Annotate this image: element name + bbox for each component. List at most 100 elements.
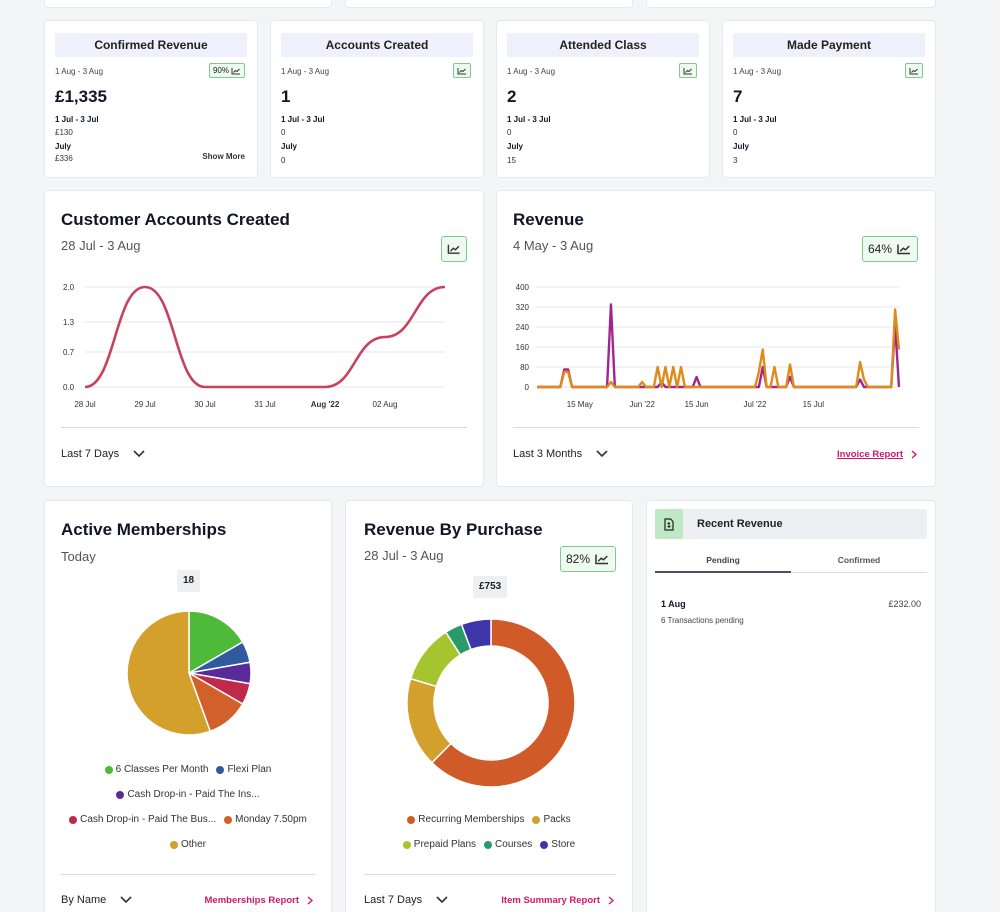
card-title: Active Memberships xyxy=(61,520,227,539)
legend-item: Cash Drop-in - Paid The Ins... xyxy=(116,789,260,800)
y-tick-label: 2.0 xyxy=(63,283,75,292)
divider xyxy=(364,874,616,875)
cut-off-card xyxy=(345,0,633,8)
recent-revenue-title: Recent Revenue xyxy=(697,518,783,530)
range-select[interactable]: Last 7 Days xyxy=(61,448,145,460)
stat-title: Accounts Created xyxy=(281,33,473,57)
y-tick-label: 1.3 xyxy=(63,318,75,327)
x-tick-label: 30 Jul xyxy=(194,400,216,409)
legend-row: Cash Drop-in - Paid The Ins... xyxy=(45,789,331,800)
purchase-slice xyxy=(406,677,452,764)
legend-item: 6 Classes Per Month xyxy=(104,764,209,775)
card-title: Revenue By Purchase xyxy=(364,520,543,539)
legend-row: Cash Drop-in - Paid The Bus... Monday 7.… xyxy=(45,814,331,825)
membership-slice xyxy=(188,610,244,675)
tab-pending[interactable]: Pending xyxy=(655,549,791,573)
trend-badge xyxy=(679,63,697,78)
y-tick-label: 0.0 xyxy=(63,383,75,392)
transaction-amount: £232.00 xyxy=(888,599,921,609)
legend-label: Cash Drop-in - Paid The Ins... xyxy=(127,789,260,800)
recent-revenue-header: Recent Revenue xyxy=(655,509,927,539)
stat-month-label: July xyxy=(281,142,298,151)
stat-month-label: July xyxy=(507,142,524,151)
divider xyxy=(61,427,467,428)
stat-title: Attended Class xyxy=(507,33,699,57)
trend-up-icon xyxy=(231,67,240,74)
stat-range: 1 Aug - 3 Aug xyxy=(507,67,556,76)
legend-row: Recurring Memberships Packs xyxy=(346,814,632,825)
stat-month-label: July xyxy=(733,142,750,151)
trend-up-icon xyxy=(457,67,466,74)
stat-value: £1,335 xyxy=(55,87,107,106)
membership-slice xyxy=(126,610,212,736)
purchase-slice xyxy=(430,618,576,788)
legend-label: Prepaid Plans xyxy=(413,839,477,850)
trend-badge xyxy=(453,63,471,78)
y-tick-label: 0 xyxy=(525,383,530,392)
chevron-down-icon xyxy=(133,450,145,458)
stat-month-label: July xyxy=(55,142,72,151)
x-tick-label: 15 Jun xyxy=(685,400,709,409)
trend-up-icon xyxy=(909,67,918,74)
recent-revenue-tabs: Pending Confirmed xyxy=(655,549,927,573)
range-select[interactable]: Last 7 Days xyxy=(364,894,448,906)
divider xyxy=(513,427,919,428)
x-tick-label: 31 Jul xyxy=(254,400,276,409)
x-tick-label: Jul '22 xyxy=(744,400,767,409)
stat-prev-label: 1 Jul - 3 Jul xyxy=(507,115,551,124)
x-tick-label: 29 Jul xyxy=(134,400,156,409)
legend-item: Monday 7.50pm xyxy=(224,814,307,825)
stat-card-attended-class: Attended Class 1 Aug - 3 Aug 2 1 Jul - 3… xyxy=(496,20,710,178)
stat-prev-label: 1 Jul - 3 Jul xyxy=(733,115,777,124)
legend-item: Store xyxy=(540,839,575,850)
trend-badge: 90% xyxy=(208,63,245,78)
show-more-link[interactable]: Show More xyxy=(202,152,245,161)
memberships-report-label: Memberships Report xyxy=(204,895,300,906)
stat-value: 7 xyxy=(733,87,743,106)
invoice-report-link[interactable]: Invoice Report xyxy=(837,449,917,460)
invoice-report-label: Invoice Report xyxy=(837,449,903,460)
chevron-right-icon xyxy=(911,450,917,459)
range-select[interactable]: Last 3 Months xyxy=(513,448,608,460)
transaction-date[interactable]: 1 Aug xyxy=(661,599,686,609)
legend-row: Prepaid Plans Courses Store xyxy=(346,839,632,850)
x-tick-label: 02 Aug xyxy=(373,400,398,409)
y-tick-label: 320 xyxy=(516,303,530,312)
legend-label: Recurring Memberships xyxy=(418,814,525,825)
item-summary-report-link[interactable]: Item Summary Report xyxy=(501,895,614,906)
card-subtitle: 28 Jul - 3 Aug xyxy=(61,238,141,253)
revenue-line-chart: 0 80 160 240 320 400 15 May Jun '22 15 Jun Jul '2… xyxy=(516,283,901,409)
stat-prev-value: £130 xyxy=(55,128,73,137)
card-title: Revenue xyxy=(513,210,584,229)
trend-badge xyxy=(905,63,923,78)
stat-card-made-payment: Made Payment 1 Aug - 3 Aug 7 1 Jul - 3 J… xyxy=(722,20,936,178)
legend-label: 6 Classes Per Month xyxy=(115,764,209,775)
revenue-card: Revenue 4 May - 3 Aug 64% 0 80 160 240 320 40… xyxy=(496,190,936,487)
legend-label: Flexi Plan xyxy=(227,764,272,775)
card-title: Customer Accounts Created xyxy=(61,210,290,229)
accounts-line-chart: 0.0 0.7 1.3 2.0 28 Jul 29 Jul 30 Jul 31 Jul Aug … xyxy=(63,283,446,409)
stat-month-value: 3 xyxy=(733,156,738,165)
trend-value: 64% xyxy=(868,242,893,256)
sort-select[interactable]: By Name xyxy=(61,894,132,906)
total-count: 18 xyxy=(177,570,201,592)
trend-badge: 64% xyxy=(862,236,919,262)
card-subtitle: 4 May - 3 Aug xyxy=(513,238,594,253)
stat-value: 2 xyxy=(507,87,517,106)
legend-label: Packs xyxy=(543,814,571,825)
sort-select-value: By Name xyxy=(61,894,107,906)
stat-prev-label: 1 Jul - 3 Jul xyxy=(55,115,99,124)
series-line-0 xyxy=(537,303,901,389)
total-amount: £753 xyxy=(473,576,508,598)
stat-range: 1 Aug - 3 Aug xyxy=(733,67,782,76)
stat-prev-value: 0 xyxy=(281,128,286,137)
active-memberships-card: Active Memberships Today 18 6 Classes Pe… xyxy=(44,500,332,912)
tab-confirmed[interactable]: Confirmed xyxy=(791,549,927,573)
stat-month-value: £336 xyxy=(55,154,73,163)
x-tick-label: Jun '22 xyxy=(629,400,655,409)
memberships-report-link[interactable]: Memberships Report xyxy=(204,895,313,906)
legend-item: Packs xyxy=(532,814,571,825)
trend-up-icon xyxy=(897,244,911,255)
recent-revenue-card: Recent Revenue Pending Confirmed 1 Aug £… xyxy=(646,500,936,912)
accounts-created-card: Customer Accounts Created 28 Jul - 3 Aug… xyxy=(44,190,484,487)
